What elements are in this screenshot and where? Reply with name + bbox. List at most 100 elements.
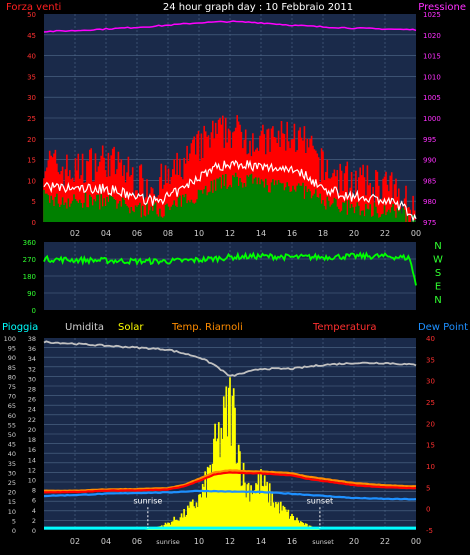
x-tick: 08 xyxy=(163,229,173,238)
y-tick-solar: 10 xyxy=(28,476,36,484)
y-tick-solar: 34 xyxy=(28,355,36,363)
x-tick: 04 xyxy=(101,537,111,546)
x-tick: 10 xyxy=(194,537,204,546)
y-tick-temp: 0 xyxy=(426,506,430,514)
y-tick-solar: 0 xyxy=(32,527,36,535)
x-tick: 06 xyxy=(132,537,142,546)
x-tick: 22 xyxy=(380,537,390,546)
y-tick-right: 990 xyxy=(423,157,436,165)
x-tick: 02 xyxy=(70,229,80,238)
x-tick: sunrise xyxy=(156,538,180,546)
y-tick-left: 50 xyxy=(27,11,36,19)
y-tick-left: 5 xyxy=(32,198,36,206)
compass-letter: S xyxy=(435,268,441,279)
y-tick-right: 1020 xyxy=(423,32,441,40)
wind-avg-series xyxy=(43,159,417,223)
y-tick-rain: 25 xyxy=(8,479,16,487)
y-tick-rain: 15 xyxy=(8,498,16,506)
y-tick-right: 1010 xyxy=(423,73,441,81)
humidity-series xyxy=(43,340,417,377)
y-tick-rain: 90 xyxy=(8,354,16,362)
y-tick-solar: 18 xyxy=(28,436,36,444)
y-tick-rain: 80 xyxy=(8,373,16,381)
y-tick-solar: 8 xyxy=(32,487,36,495)
y-tick-direction: 90 xyxy=(27,290,36,298)
y-tick-right: 1000 xyxy=(423,115,441,123)
x-tick: 22 xyxy=(380,229,390,238)
wind-axis-label: Forza venti xyxy=(6,2,61,13)
x-tick: 06 xyxy=(132,229,142,238)
x-tick: 00 xyxy=(411,537,421,546)
temperature-series xyxy=(43,471,417,494)
y-tick-right: 995 xyxy=(423,136,436,144)
legend-item: Pioggia xyxy=(2,322,38,333)
y-tick-rain: 10 xyxy=(8,508,16,516)
y-tick-direction: 270 xyxy=(23,256,36,264)
y-tick-left: 10 xyxy=(27,177,36,185)
y-tick-rain: 60 xyxy=(8,412,16,420)
y-tick-left: 25 xyxy=(27,115,36,123)
y-tick-temp: 30 xyxy=(426,378,435,386)
x-tick: 12 xyxy=(225,229,235,238)
y-tick-temp: -5 xyxy=(426,527,433,535)
y-tick-temp: 35 xyxy=(426,356,435,364)
y-tick-direction: 180 xyxy=(23,273,36,281)
y-tick-rain: 30 xyxy=(8,469,16,477)
y-tick-solar: 14 xyxy=(28,456,36,464)
y-tick-rain: 100 xyxy=(4,335,16,343)
y-tick-left: 30 xyxy=(27,94,36,102)
x-tick: sunset xyxy=(312,538,334,546)
x-tick: 00 xyxy=(411,229,421,238)
legend-item: Temp. Riarnoli xyxy=(171,322,243,333)
y-tick-left: 0 xyxy=(32,219,36,227)
x-tick: 20 xyxy=(349,229,359,238)
y-tick-solar: 30 xyxy=(28,375,36,383)
x-tick: 16 xyxy=(287,229,297,238)
y-tick-solar: 26 xyxy=(28,396,36,404)
wind-min-series xyxy=(43,172,416,222)
legend-item: Dew Point xyxy=(418,322,468,333)
compass-letter: E xyxy=(435,282,441,293)
y-tick-right: 1025 xyxy=(423,11,441,19)
compass-letter: W xyxy=(433,255,443,266)
y-tick-rain: 75 xyxy=(8,383,16,391)
wind-direction-series xyxy=(43,251,417,286)
y-tick-right: 975 xyxy=(423,219,436,227)
x-tick: 20 xyxy=(349,537,359,546)
y-tick-rain: 55 xyxy=(8,421,16,429)
chart-title: 24 hour graph day : 10 Febbraio 2011 xyxy=(163,2,353,13)
x-tick: 02 xyxy=(70,537,80,546)
y-tick-direction: 0 xyxy=(32,307,36,315)
y-tick-right: 985 xyxy=(423,177,436,185)
y-tick-temp: 15 xyxy=(426,442,435,450)
compass-letter: N xyxy=(434,241,441,252)
y-tick-rain: 95 xyxy=(8,345,16,353)
y-tick-solar: 32 xyxy=(28,365,36,373)
y-tick-rain: 0 xyxy=(12,527,16,535)
y-tick-solar: 16 xyxy=(28,446,36,454)
legend-item: Umidita xyxy=(65,322,104,333)
y-tick-left: 15 xyxy=(27,157,36,165)
y-tick-left: 35 xyxy=(27,73,36,81)
y-tick-temp: 20 xyxy=(426,420,435,428)
y-tick-solar: 36 xyxy=(28,345,36,353)
y-tick-direction: 360 xyxy=(23,239,36,247)
y-tick-rain: 5 xyxy=(12,517,16,525)
y-tick-rain: 70 xyxy=(8,393,16,401)
y-tick-rain: 50 xyxy=(8,431,16,439)
compass-letter: N xyxy=(434,295,441,306)
y-tick-left: 40 xyxy=(27,53,36,61)
y-tick-rain: 35 xyxy=(8,460,16,468)
y-tick-solar: 38 xyxy=(28,335,36,343)
y-tick-solar: 28 xyxy=(28,386,36,394)
y-tick-solar: 20 xyxy=(28,426,36,434)
sunset-label: sunset xyxy=(307,497,334,506)
y-tick-temp: 10 xyxy=(426,463,435,471)
y-tick-temp: 5 xyxy=(426,484,430,492)
y-tick-solar: 24 xyxy=(28,406,36,414)
y-tick-left: 45 xyxy=(27,32,36,40)
sunrise-label: sunrise xyxy=(133,497,162,506)
y-tick-solar: 2 xyxy=(32,517,36,525)
y-tick-rain: 85 xyxy=(8,364,16,372)
